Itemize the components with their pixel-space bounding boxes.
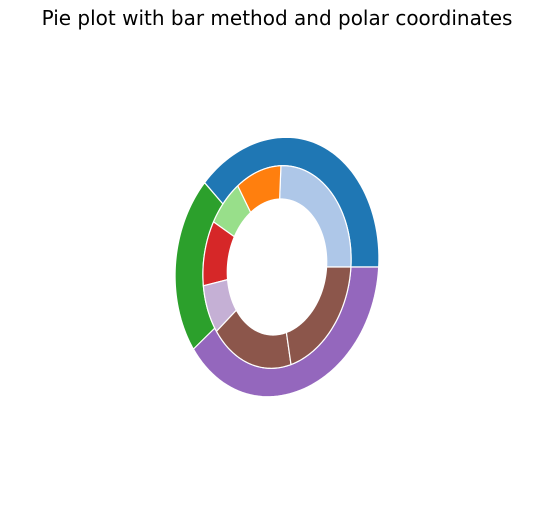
inner-wedge-7 xyxy=(285,266,352,366)
chart-title: Pie plot with bar method and polar coord… xyxy=(41,6,513,30)
inner-ring xyxy=(202,165,352,369)
